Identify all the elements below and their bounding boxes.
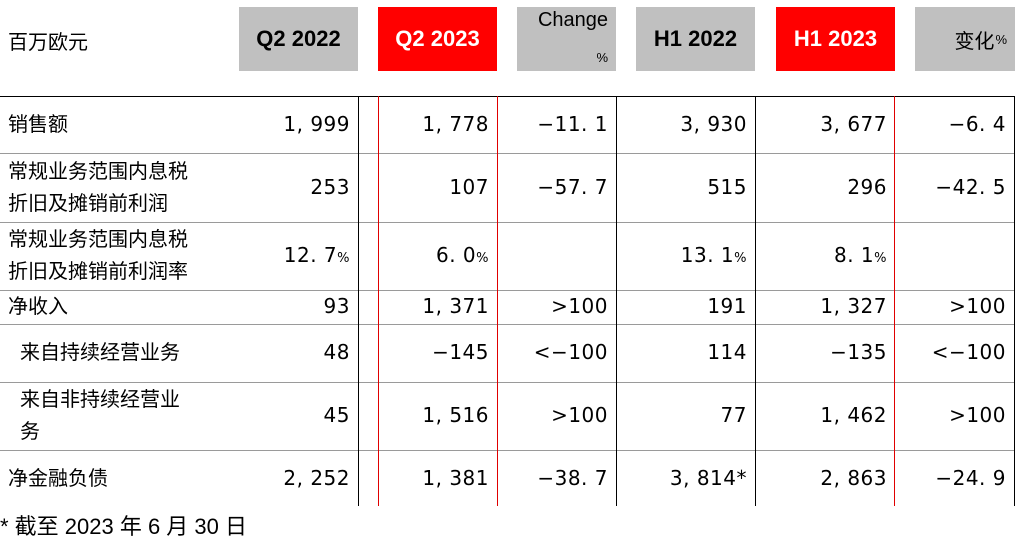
table-cell: 1, 516 [422, 403, 489, 427]
table-cell: 515 [707, 174, 747, 199]
footnote: * 截至 2023 年 6 月 30 日 [0, 514, 247, 539]
row-label-line: 来自非持续经营业 [20, 389, 180, 411]
row-label-line: 常规业务范围内息税 [8, 229, 188, 251]
table-cell: >100 [949, 403, 1006, 427]
column-divider-red [894, 96, 895, 506]
col-header-change-label: Change [537, 9, 608, 31]
row-label: 常规业务范围内息税 折旧及摊销前利润率 [8, 224, 188, 288]
table-cell: 2, 252 [283, 465, 350, 490]
table-cell: −42. 5 [935, 174, 1006, 199]
table-cell: 191 [707, 294, 747, 318]
table-cell: 1, 778 [422, 112, 489, 136]
table-cell: 93 [323, 294, 350, 318]
row-label: 来自非持续经营业务 [20, 384, 180, 448]
col-header-change-q2: Change % [517, 7, 616, 71]
table-cell: −24. 9 [935, 465, 1006, 490]
table-cell: 8. 1% [833, 243, 887, 267]
percent-sign: % [874, 251, 887, 266]
table-cell: 1, 381 [422, 465, 489, 490]
row-label: 常规业务范围内息税 折旧及摊销前利润 [8, 156, 188, 220]
table-cell: 107 [449, 174, 489, 199]
col-header-change-h1-label: 变化 [954, 30, 995, 53]
table-cell: <−100 [931, 340, 1006, 364]
unit-label: 百万欧元 [8, 32, 88, 54]
table-cell: >100 [949, 294, 1006, 318]
table-cell: 1, 462 [820, 403, 887, 427]
col-header-q2-2022: Q2 2022 [239, 7, 358, 71]
table-cell: >100 [551, 403, 608, 427]
table-cell: 6. 0% [435, 243, 489, 267]
table-cell: −38. 7 [537, 465, 608, 490]
table-cell: 296 [847, 174, 887, 199]
table-cell: 13. 1% [680, 243, 747, 267]
table-cell: −6. 4 [948, 112, 1006, 136]
table-cell: <−100 [533, 340, 608, 364]
row-label-line: 净收入 [8, 296, 68, 318]
table-cell: 45 [323, 403, 350, 427]
row-divider [0, 324, 1015, 325]
percent-sign: % [476, 251, 489, 266]
row-divider [0, 290, 1015, 291]
row-label-line: 常规业务范围内息税 [8, 160, 188, 183]
table-cell: 77 [720, 403, 747, 427]
table-cell: 3, 930 [680, 112, 747, 136]
row-divider [0, 222, 1015, 223]
row-label-line: 净金融负债 [8, 467, 108, 490]
row-label-line: 销售额 [8, 114, 68, 136]
table-cell: 114 [707, 340, 747, 364]
row-divider [0, 382, 1015, 383]
table-cell: −11. 1 [537, 112, 608, 136]
row-label-line: 务 [20, 421, 40, 443]
column-divider [616, 96, 617, 506]
table-cell: 1, 371 [422, 294, 489, 318]
percent-sign: % [337, 251, 350, 266]
percent-sign: % [734, 251, 747, 266]
table-cell: −135 [830, 340, 887, 364]
row-label: 来自持续经营业务 [20, 337, 180, 369]
table-cell: 253 [310, 174, 350, 199]
row-label: 净金融负债 [8, 463, 108, 495]
column-divider-red [378, 96, 379, 506]
table-top-rule [0, 96, 1015, 97]
table-cell: 3, 677 [820, 112, 887, 136]
table-cell: −145 [432, 340, 489, 364]
column-divider [358, 96, 359, 506]
col-header-h1-2023: H1 2023 [776, 7, 895, 71]
column-divider-red [497, 96, 498, 506]
table-cell: >100 [551, 294, 608, 318]
col-header-q2-2023: Q2 2023 [378, 7, 497, 71]
table-cell: 48 [323, 340, 350, 364]
row-label: 净收入 [8, 291, 68, 323]
row-label-line: 折旧及摊销前利润率 [8, 261, 188, 283]
col-header-change-h1: 变化% [915, 7, 1015, 71]
table-cell: 1, 999 [283, 112, 350, 136]
column-divider [755, 96, 756, 506]
table-cell: 12. 7% [283, 243, 350, 267]
table-cell: −57. 7 [537, 174, 608, 199]
row-divider [0, 153, 1015, 154]
row-label-line: 来自持续经营业务 [20, 342, 180, 364]
row-label: 销售额 [8, 109, 68, 141]
row-label-line: 折旧及摊销前利润 [8, 192, 168, 215]
row-divider [0, 450, 1015, 451]
table-cell: 3, 814* [669, 465, 747, 490]
col-header-change-unit: % [596, 50, 608, 65]
table-cell: 2, 863 [820, 465, 887, 490]
col-header-change-h1-unit: % [995, 31, 1007, 47]
table-cell: 1, 327 [820, 294, 887, 318]
col-header-h1-2022: H1 2022 [636, 7, 755, 71]
